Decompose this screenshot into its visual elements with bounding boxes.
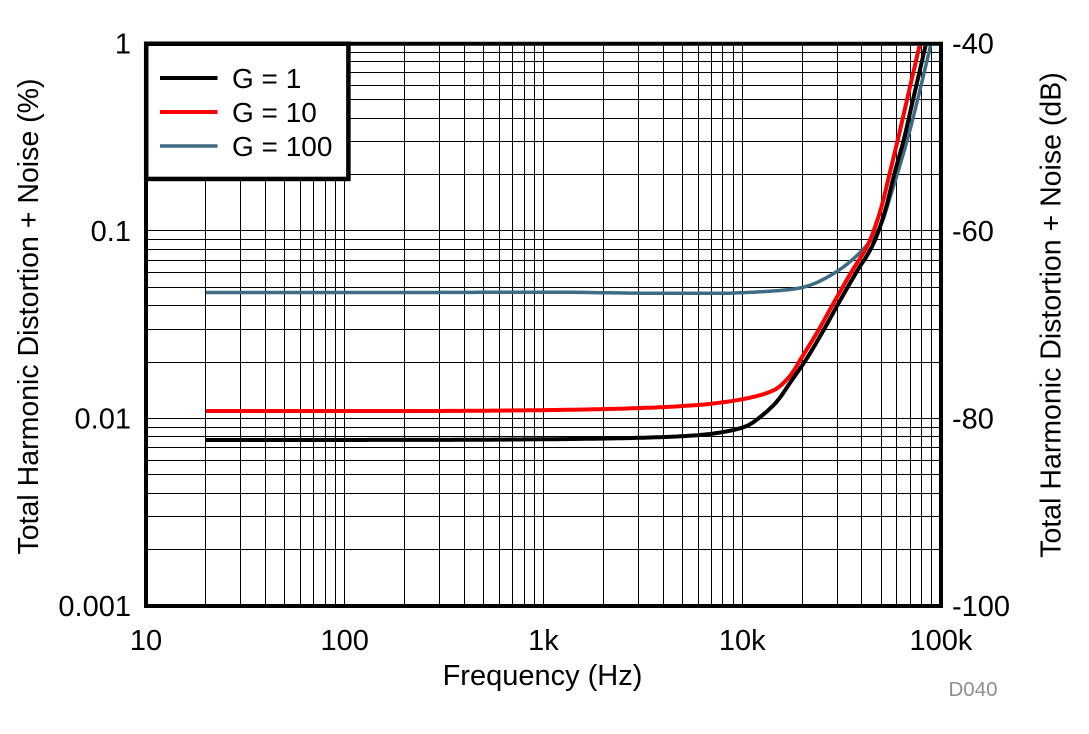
svg-text:G = 1: G = 1 <box>232 63 301 94</box>
svg-text:G = 10: G = 10 <box>232 97 317 128</box>
svg-text:0.01: 0.01 <box>75 404 131 436</box>
svg-text:100: 100 <box>321 625 369 657</box>
svg-text:100k: 100k <box>910 625 973 657</box>
svg-text:D040: D040 <box>949 678 998 701</box>
svg-text:1k: 1k <box>528 625 559 657</box>
svg-text:Total Harmonic Distortion + No: Total Harmonic Distortion + Noise (%) <box>13 79 45 555</box>
svg-text:G = 100: G = 100 <box>232 131 332 162</box>
svg-text:-100: -100 <box>952 591 1010 623</box>
svg-text:-40: -40 <box>952 29 994 61</box>
svg-text:10: 10 <box>130 625 162 657</box>
svg-text:-60: -60 <box>952 216 994 248</box>
svg-text:10k: 10k <box>719 625 766 657</box>
svg-text:0.001: 0.001 <box>58 591 131 623</box>
svg-text:0.1: 0.1 <box>91 216 131 248</box>
svg-text:-80: -80 <box>952 404 994 436</box>
svg-text:1: 1 <box>115 29 131 61</box>
svg-text:Total Harmonic Distortion + No: Total Harmonic Distortion + Noise (dB) <box>1036 72 1068 557</box>
svg-text:Frequency (Hz): Frequency (Hz) <box>443 660 643 692</box>
